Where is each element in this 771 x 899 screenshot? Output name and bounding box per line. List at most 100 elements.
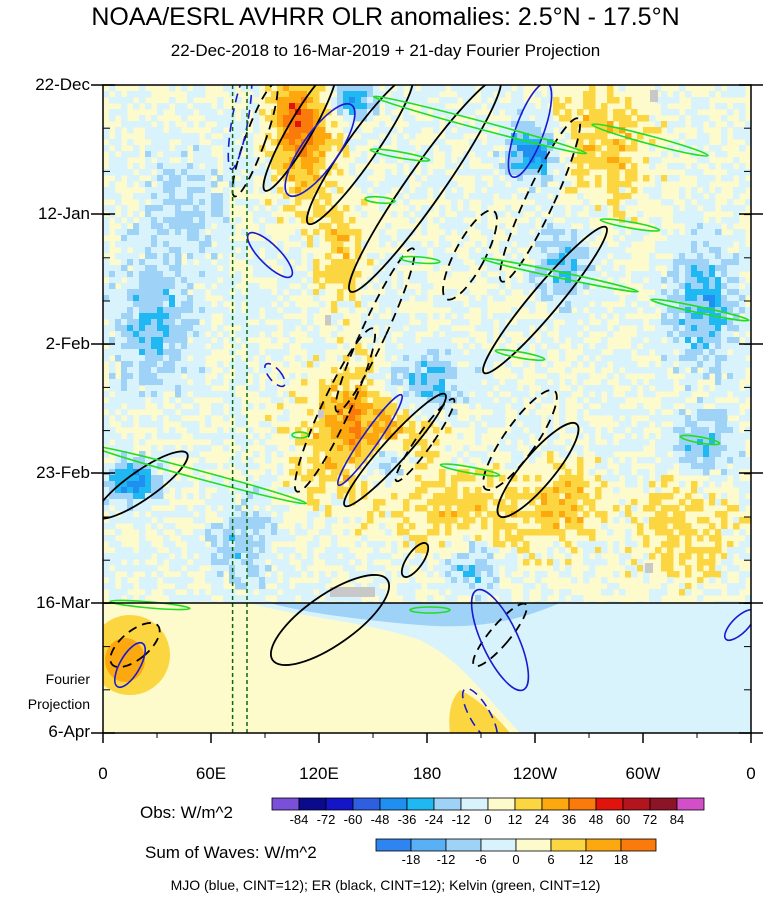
obs-cell <box>355 529 362 536</box>
obs-cell <box>691 361 698 368</box>
obs-cell <box>115 529 122 536</box>
obs-cell <box>289 445 296 452</box>
obs-cell <box>679 235 686 242</box>
obs-cell <box>487 241 494 248</box>
obs-cell <box>217 547 224 554</box>
obs-cell <box>307 457 314 464</box>
obs-cell <box>727 403 734 410</box>
obs-cell <box>277 133 284 140</box>
obs-cell <box>703 157 710 164</box>
obs-cell <box>283 121 290 128</box>
obs-cell <box>637 235 644 242</box>
obs-cell <box>553 505 560 512</box>
obs-cell <box>643 439 650 446</box>
obs-cell <box>559 241 566 248</box>
obs-cell <box>565 115 572 122</box>
obs-cell <box>109 109 116 116</box>
obs-cell <box>673 457 680 464</box>
obs-cell <box>223 109 230 116</box>
obs-cell <box>361 403 368 410</box>
obs-cell <box>139 205 146 212</box>
obs-cell <box>523 361 530 368</box>
obs-cell <box>157 517 164 524</box>
obs-cell <box>235 199 242 206</box>
obs-cell <box>427 337 434 344</box>
obs-cell <box>499 169 506 176</box>
obs-cell <box>499 241 506 248</box>
obs-cell <box>601 433 608 440</box>
obs-cell <box>397 325 404 332</box>
obs-cell <box>151 253 158 260</box>
obs-cell <box>235 361 242 368</box>
obs-cell <box>613 145 620 152</box>
obs-cell <box>379 295 386 302</box>
obs-cell <box>601 157 608 164</box>
obs-cell <box>109 409 116 416</box>
obs-cell <box>463 307 470 314</box>
obs-cell <box>727 367 734 374</box>
obs-cell <box>211 217 218 224</box>
obs-cell <box>673 343 680 350</box>
obs-cell <box>247 385 254 392</box>
obs-cell <box>697 505 704 512</box>
obs-cell <box>721 295 728 302</box>
obs-cell <box>103 523 110 530</box>
obs-cell <box>541 499 548 506</box>
obs-cell <box>409 127 416 134</box>
obs-cell <box>589 541 596 548</box>
obs-cell <box>553 295 560 302</box>
obs-cell <box>403 175 410 182</box>
obs-cell <box>373 421 380 428</box>
obs-cell <box>397 523 404 530</box>
obs-cell <box>619 115 626 122</box>
obs-cell <box>541 187 548 194</box>
obs-cell <box>511 535 518 542</box>
obs-cell <box>523 205 530 212</box>
obs-cell <box>199 217 206 224</box>
obs-cell <box>475 361 482 368</box>
obs-cell <box>379 523 386 530</box>
obs-cell <box>625 181 632 188</box>
obs-cell <box>685 145 692 152</box>
obs-cell <box>139 115 146 122</box>
obs-cell <box>475 439 482 446</box>
obs-cell <box>421 481 428 488</box>
obs-cell <box>577 283 584 290</box>
obs-cell <box>565 427 572 434</box>
obs-cell <box>673 505 680 512</box>
obs-cell <box>715 349 722 356</box>
obs-cell <box>439 541 446 548</box>
obs-cell <box>697 313 704 320</box>
obs-cell <box>703 265 710 272</box>
obs-cell <box>547 385 554 392</box>
obs-cell <box>301 193 308 200</box>
obs-cell <box>433 403 440 410</box>
obs-cell <box>283 487 290 494</box>
obs-cell <box>295 469 302 476</box>
obs-cell <box>145 253 152 260</box>
obs-cell <box>445 223 452 230</box>
obs-cell <box>715 391 722 398</box>
chart-subtitle: 22-Dec-2018 to 16-Mar-2019 + 21-day Four… <box>170 41 601 60</box>
obs-cell <box>241 115 248 122</box>
obs-cell <box>559 169 566 176</box>
obs-cell <box>721 139 728 146</box>
obs-cell <box>319 337 326 344</box>
obs-cell <box>457 391 464 398</box>
obs-cell <box>319 463 326 470</box>
obs-cell <box>721 475 728 482</box>
obs-cell <box>553 463 560 470</box>
obs-cell <box>253 349 260 356</box>
obs-cell <box>373 103 380 110</box>
obs-cell <box>349 295 356 302</box>
obs-cell <box>187 241 194 248</box>
obs-cell <box>685 271 692 278</box>
obs-cell <box>199 265 206 272</box>
obs-cell <box>577 541 584 548</box>
obs-cell <box>541 199 548 206</box>
obs-cell <box>697 457 704 464</box>
obs-cell <box>643 517 650 524</box>
obs-cell <box>457 373 464 380</box>
obs-cell <box>313 433 320 440</box>
obs-cell <box>733 355 740 362</box>
